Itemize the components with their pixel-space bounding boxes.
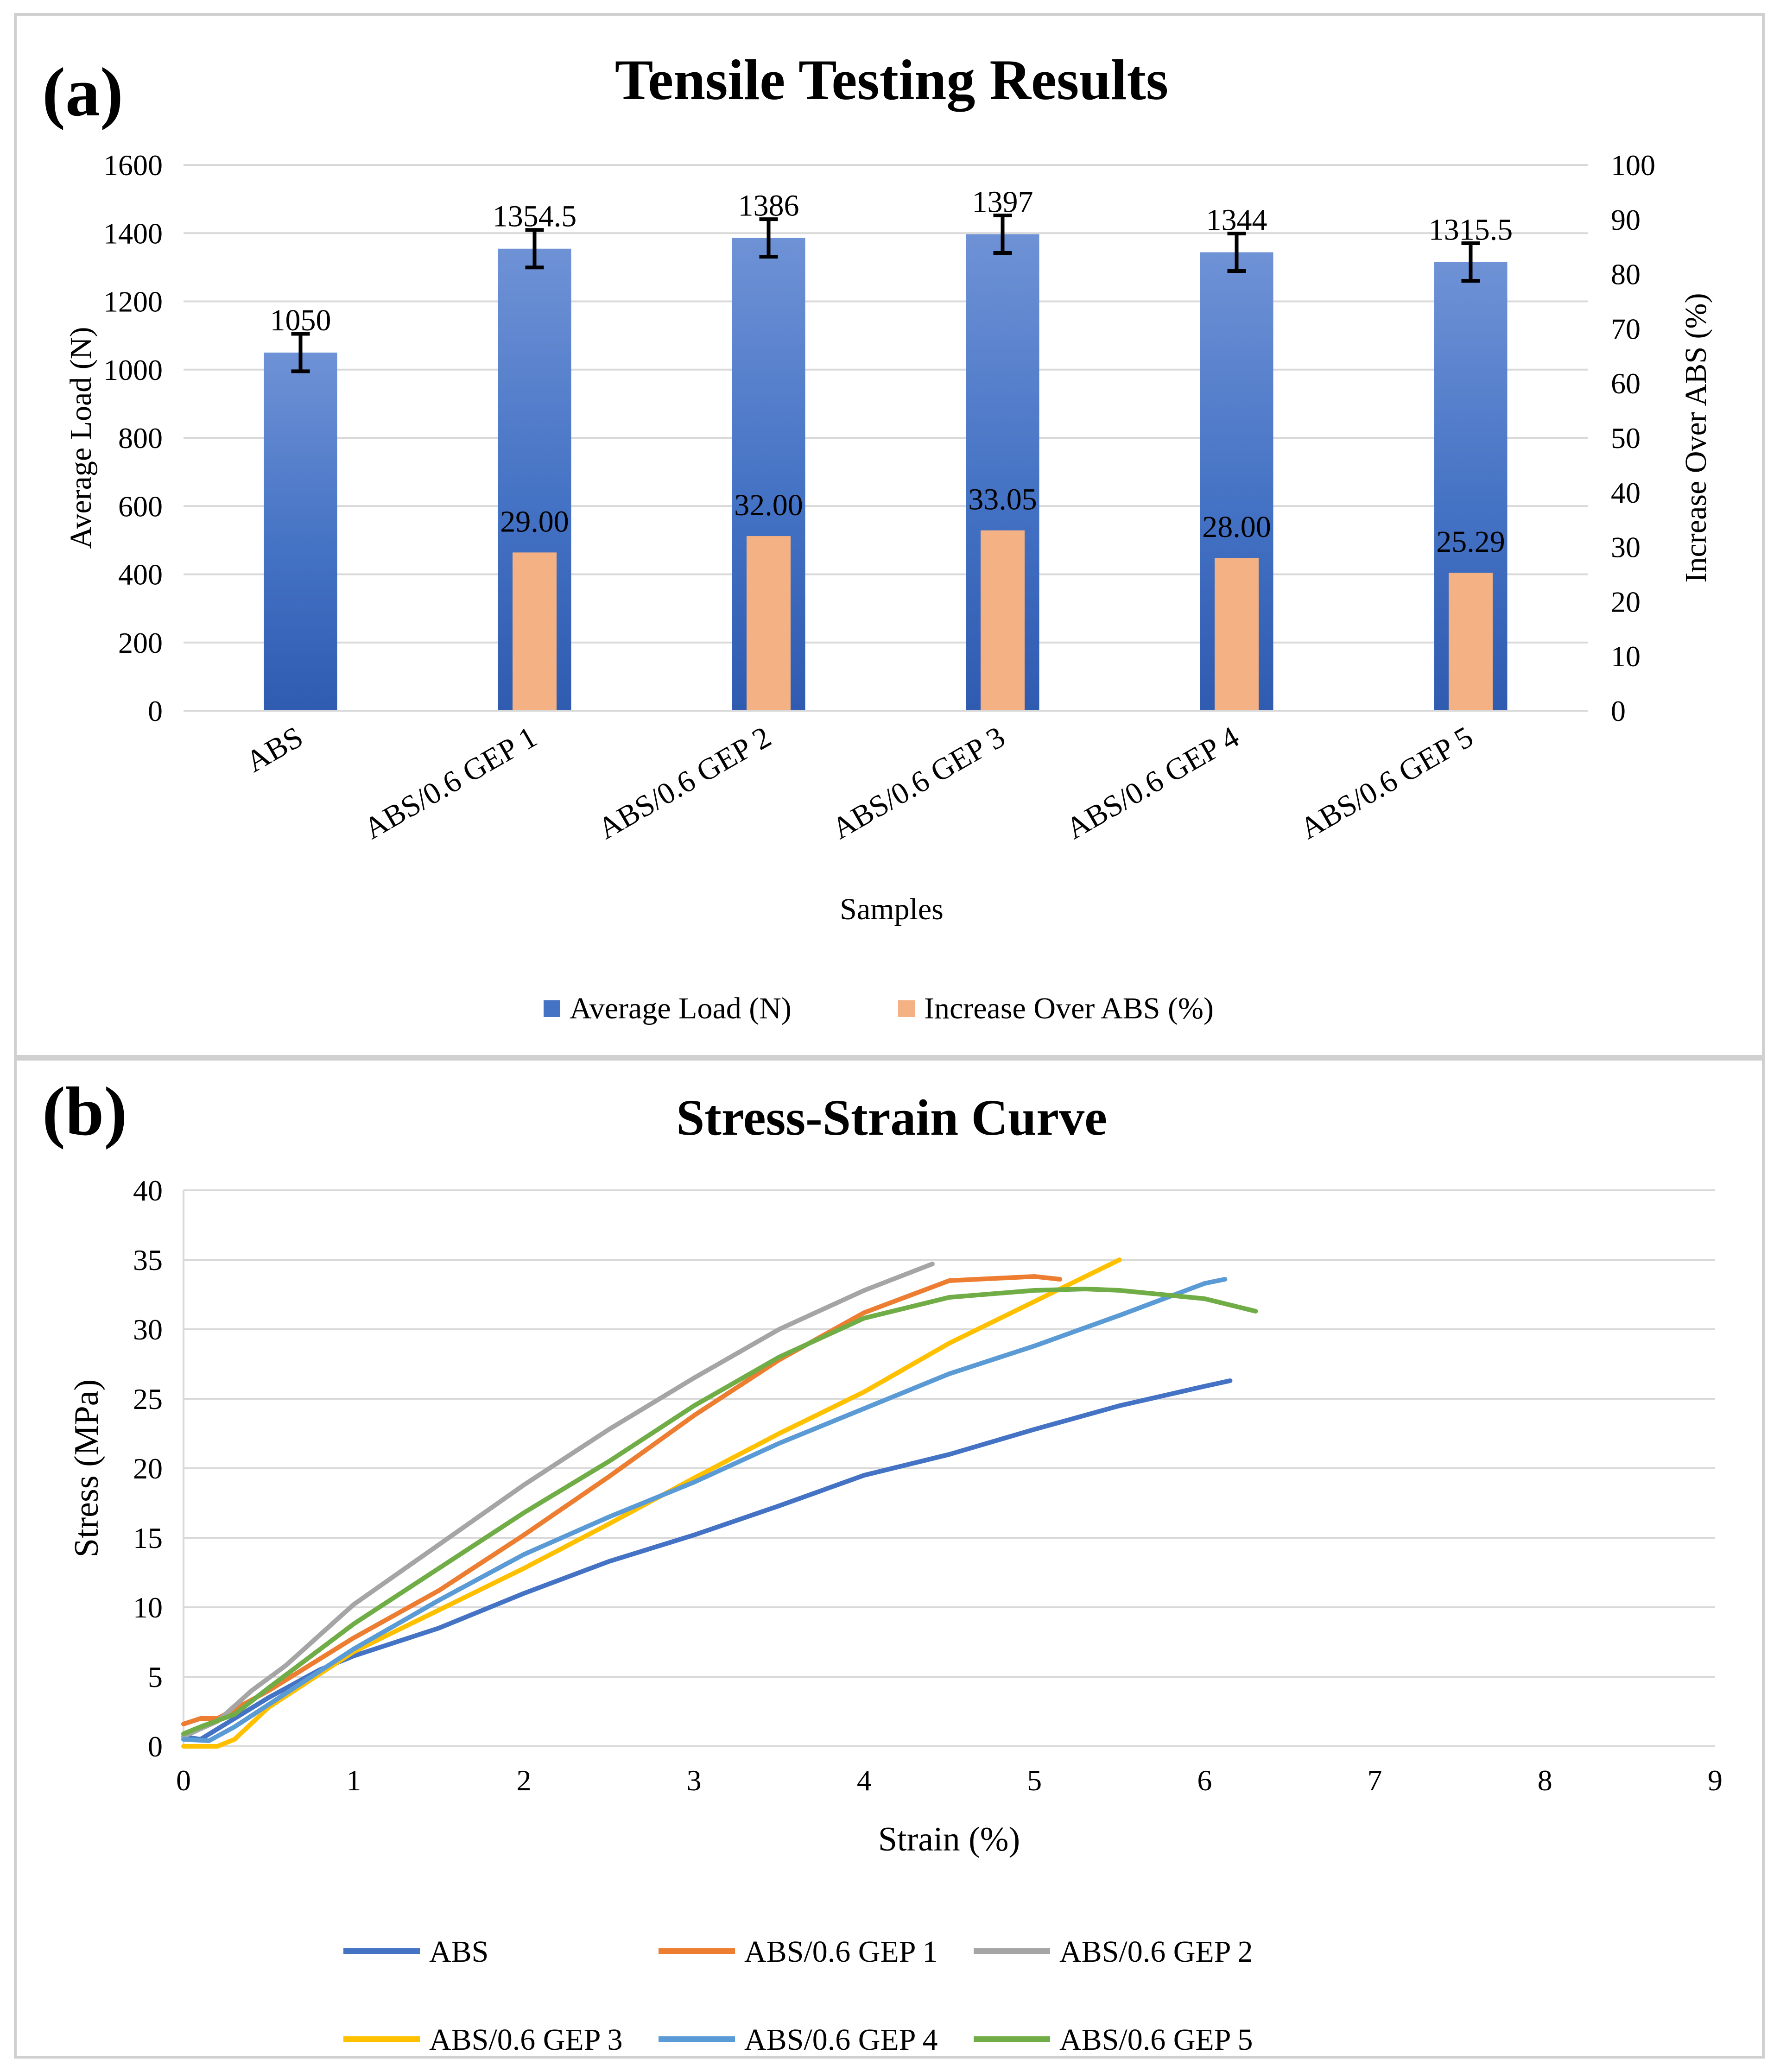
y-tick-label: 5 xyxy=(148,1661,163,1693)
x-axis-label: Strain (%) xyxy=(878,1820,1020,1858)
load-data-label: 1386 xyxy=(738,189,799,223)
y-axis-label: Stress (MPa) xyxy=(68,1379,106,1557)
load-data-label: 1397 xyxy=(972,185,1033,219)
increase-bar xyxy=(747,536,791,711)
bar-chart: (a) Tensile Testing Results02004006008001… xyxy=(42,48,1713,1025)
panel-b: (b) Stress-Strain Curve 0 5 10 15 20 25 30 35 40 0 1… xyxy=(14,1058,1765,2059)
y-tick-label: 25 xyxy=(133,1383,163,1415)
increase-bar xyxy=(1449,573,1493,711)
legend-label-3: ABS/0.6 GEP 3 xyxy=(429,2023,622,2057)
series-line-2 xyxy=(181,1262,935,1739)
y-tick-label: 600 xyxy=(118,490,163,523)
x-tick-label: ABS xyxy=(240,720,309,779)
y-tick-label: 40 xyxy=(133,1174,163,1207)
y-tick-label: 10 xyxy=(133,1591,163,1624)
x-tick-label: 5 xyxy=(1027,1764,1042,1797)
y2-tick-label: 70 xyxy=(1611,312,1641,345)
increase-bar xyxy=(981,530,1025,711)
y-tick-label: 1600 xyxy=(103,149,163,182)
legend-label-2: ABS/0.6 GEP 2 xyxy=(1059,1935,1253,1969)
y2-tick-label: 90 xyxy=(1611,203,1641,236)
y2-tick-label: 10 xyxy=(1611,640,1641,673)
increase-data-label: 32.00 xyxy=(734,488,803,522)
legend-label-4: ABS/0.6 GEP 4 xyxy=(744,2023,938,2057)
increase-data-label: 33.05 xyxy=(968,483,1037,517)
panel-a: (a) Tensile Testing Results 0 200 400 600 800 1… xyxy=(14,13,1765,1058)
legend-swatch-load xyxy=(544,1000,560,1017)
x-tick-label: ABS/0.6 GEP 5 xyxy=(1294,720,1479,846)
increase-data-label: 25.29 xyxy=(1436,525,1505,559)
x-tick-label: 8 xyxy=(1538,1764,1552,1797)
y2-tick-label: 100 xyxy=(1611,149,1655,182)
x-tick-label: 7 xyxy=(1368,1764,1382,1797)
y-tick-label: 200 xyxy=(118,626,163,659)
x-tick-label: 3 xyxy=(687,1764,702,1797)
y2-tick-label: 30 xyxy=(1611,531,1641,564)
y-tick-label: 1000 xyxy=(103,354,163,386)
y-tick-label: 400 xyxy=(118,558,163,591)
y2-tick-label: 60 xyxy=(1611,367,1641,400)
x-tick-label: 2 xyxy=(516,1764,531,1797)
load-data-label: 1344 xyxy=(1206,203,1267,237)
y2-tick-label: 40 xyxy=(1611,476,1641,509)
x-tick-label: 4 xyxy=(857,1764,872,1797)
increase-data-label: 29.00 xyxy=(500,505,569,538)
y-tick-label: 800 xyxy=(118,422,163,455)
x-tick-label: 0 xyxy=(176,1764,191,1797)
series-line-3 xyxy=(181,1257,1122,1749)
x-axis-label: Samples xyxy=(840,892,944,926)
y-tick-label: 0 xyxy=(148,1730,163,1763)
y2-tick-label: 80 xyxy=(1611,258,1641,291)
series-line-5 xyxy=(181,1287,1258,1736)
legend-label-0: ABS xyxy=(429,1935,488,1969)
y-tick-label: 35 xyxy=(133,1244,163,1276)
y2-tick-label: 50 xyxy=(1611,422,1641,455)
chart-title: Tensile Testing Results xyxy=(615,48,1168,112)
x-tick-label: ABS/0.6 GEP 4 xyxy=(1060,720,1245,846)
x-tick-label: ABS/0.6 GEP 1 xyxy=(358,720,543,846)
y-tick-label: 20 xyxy=(133,1452,163,1485)
series-line-4 xyxy=(181,1277,1228,1743)
increase-bar xyxy=(513,552,557,711)
x-tick-label: 9 xyxy=(1708,1764,1723,1797)
y-tick-label: 1400 xyxy=(103,217,163,250)
legend-label-increase: Increase Over ABS (%) xyxy=(924,992,1214,1025)
x-tick-label: ABS/0.6 GEP 3 xyxy=(826,720,1011,846)
y-tick-label: 1200 xyxy=(103,285,163,318)
load-data-label: 1050 xyxy=(270,303,331,337)
load-data-label: 1354.5 xyxy=(493,200,577,234)
legend-label-1: ABS/0.6 GEP 1 xyxy=(744,1935,938,1969)
y-tick-label: 15 xyxy=(133,1522,163,1554)
panel-label: (a) xyxy=(42,54,123,131)
y2-axis-label: Increase Over ABS (%) xyxy=(1679,293,1713,583)
load-data-label: 1315.5 xyxy=(1429,213,1513,246)
increase-data-label: 28.00 xyxy=(1202,510,1271,544)
y-axis-label: Average Load (N) xyxy=(64,327,98,549)
y-tick-label: 30 xyxy=(133,1313,163,1346)
legend-label-load: Average Load (N) xyxy=(570,992,792,1025)
x-tick-label: 6 xyxy=(1197,1764,1212,1797)
load-bar xyxy=(264,352,337,711)
y2-tick-label: 20 xyxy=(1611,585,1641,618)
series-line-1 xyxy=(181,1274,1063,1726)
increase-bar xyxy=(1215,558,1259,711)
x-tick-label: 1 xyxy=(346,1764,361,1797)
chart-title: Stress-Strain Curve xyxy=(676,1089,1107,1146)
series-line-0 xyxy=(181,1378,1233,1742)
x-tick-label: ABS/0.6 GEP 2 xyxy=(592,720,777,846)
y-tick-label: 0 xyxy=(148,695,163,727)
legend-label-5: ABS/0.6 GEP 5 xyxy=(1059,2023,1253,2057)
panel-label: (b) xyxy=(42,1073,127,1150)
y2-tick-label: 0 xyxy=(1611,695,1626,727)
legend-swatch-increase xyxy=(898,1000,915,1017)
